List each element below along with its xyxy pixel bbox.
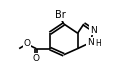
Text: O: O [33,54,40,63]
Text: N: N [90,26,96,35]
Text: O: O [23,39,30,48]
Text: H: H [95,39,101,48]
Text: N: N [87,38,94,47]
Text: Br: Br [55,10,66,20]
